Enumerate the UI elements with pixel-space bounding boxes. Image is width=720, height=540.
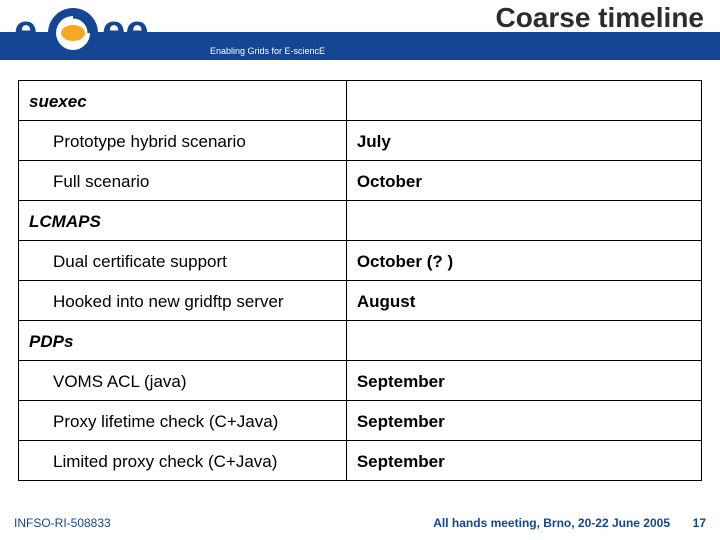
item-value: July [346, 121, 701, 161]
item-value [346, 201, 701, 241]
item-value: September [346, 441, 701, 481]
item-value: October (? ) [346, 241, 701, 281]
item-label: VOMS ACL (java) [19, 361, 347, 401]
item-value [346, 81, 701, 121]
table-row: suexec [19, 81, 702, 121]
item-label: Hooked into new gridftp server [19, 281, 347, 321]
slide-title: Coarse timeline [495, 2, 704, 34]
tagline: Enabling Grids for E-sciencE [210, 46, 325, 56]
item-value: August [346, 281, 701, 321]
section-label: LCMAPS [19, 201, 347, 241]
table-row: Limited proxy check (C+Java)September [19, 441, 702, 481]
section-label: PDPs [19, 321, 347, 361]
table-row: Full scenarioOctober [19, 161, 702, 201]
table-row: LCMAPS [19, 201, 702, 241]
table-row: PDPs [19, 321, 702, 361]
item-label: Limited proxy check (C+Java) [19, 441, 347, 481]
egee-logo: e ee [14, 4, 204, 67]
item-value [346, 321, 701, 361]
footer-page-number: 17 [693, 516, 706, 530]
slide-footer: INFSO-RI-508833 All hands meeting, Brno,… [0, 508, 720, 532]
table-row: Hooked into new gridftp serverAugust [19, 281, 702, 321]
slide-header: e ee Coarse timeline Enabling Grids for … [0, 0, 720, 70]
timeline-table: suexecPrototype hybrid scenarioJulyFull … [18, 80, 702, 481]
item-value: September [346, 401, 701, 441]
item-value: October [346, 161, 701, 201]
item-label: Dual certificate support [19, 241, 347, 281]
section-label: suexec [19, 81, 347, 121]
svg-text:ee: ee [102, 6, 149, 53]
content-area: suexecPrototype hybrid scenarioJulyFull … [0, 70, 720, 481]
svg-text:e: e [14, 6, 37, 53]
table-row: Dual certificate supportOctober (? ) [19, 241, 702, 281]
footer-meeting: All hands meeting, Brno, 20-22 June 2005 [433, 516, 670, 530]
item-label: Prototype hybrid scenario [19, 121, 347, 161]
item-label: Full scenario [19, 161, 347, 201]
item-label: Proxy lifetime check (C+Java) [19, 401, 347, 441]
footer-reference: INFSO-RI-508833 [14, 516, 111, 530]
table-row: VOMS ACL (java)September [19, 361, 702, 401]
table-row: Prototype hybrid scenarioJuly [19, 121, 702, 161]
item-value: September [346, 361, 701, 401]
table-row: Proxy lifetime check (C+Java)September [19, 401, 702, 441]
